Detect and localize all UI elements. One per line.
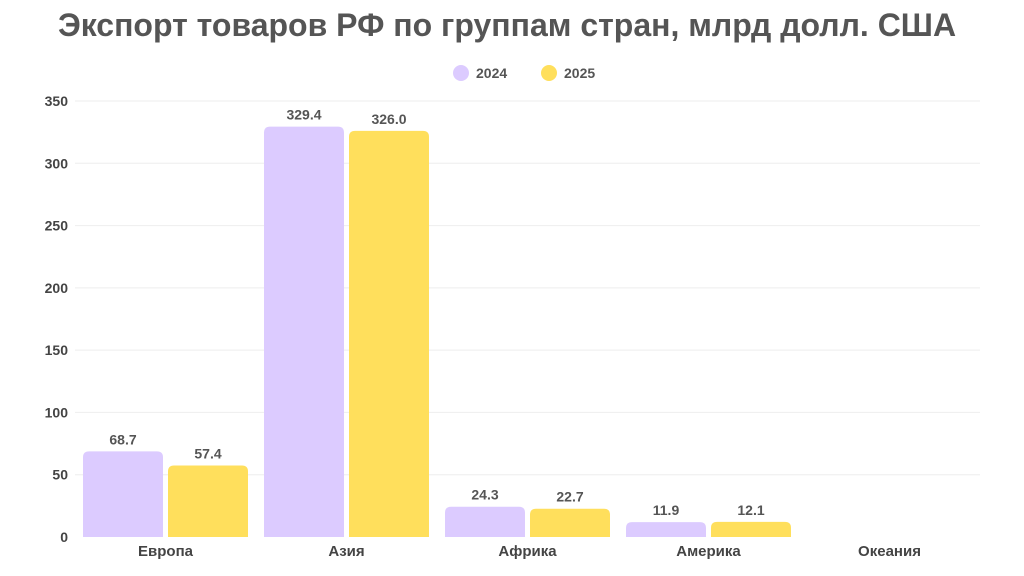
- y-tick-label: 350: [45, 93, 69, 109]
- bar-2024-2: [445, 506, 525, 537]
- data-label: 11.9: [653, 502, 680, 518]
- data-labels: 68.7 57.4 329.4 326.0 24.3 22.7 11.9 12.1: [109, 107, 764, 519]
- legend[interactable]: 2024 2025: [453, 65, 595, 81]
- y-tick-label: 0: [60, 529, 68, 545]
- y-tick-label: 100: [45, 404, 69, 420]
- bar-2025-3: [711, 521, 791, 537]
- x-category-label: Европа: [138, 543, 194, 560]
- y-tick-label: 200: [45, 280, 69, 296]
- x-category-label: Африка: [498, 543, 557, 560]
- y-tick-label: 300: [45, 155, 69, 171]
- y-tick-label: 150: [45, 342, 69, 358]
- data-label: 329.4: [286, 107, 321, 123]
- legend-label-2025: 2025: [564, 65, 595, 81]
- legend-swatch-2024: [453, 65, 469, 81]
- bar-2025-2: [530, 508, 610, 537]
- gridlines: [75, 100, 980, 476]
- x-category-label: Азия: [328, 543, 364, 560]
- chart-title: Экспорт товаров РФ по группам стран, млр…: [58, 7, 956, 43]
- bars: [83, 126, 791, 537]
- y-tick-label: 250: [45, 218, 69, 234]
- bar-2024-0: [83, 451, 163, 537]
- bar-2025-1: [349, 130, 429, 537]
- y-tick-label: 50: [52, 467, 68, 483]
- x-category-label: Америка: [676, 543, 741, 560]
- x-axis-categories: Европа Азия Африка Америка Океания: [138, 543, 921, 560]
- data-label: 22.7: [556, 489, 583, 505]
- bar-2024-3: [626, 522, 706, 537]
- legend-label-2024: 2024: [476, 65, 507, 81]
- x-category-label: Океания: [858, 543, 921, 560]
- data-label: 12.1: [737, 502, 764, 518]
- data-label: 68.7: [109, 431, 136, 447]
- data-label: 326.0: [371, 111, 406, 127]
- legend-swatch-2025: [541, 65, 557, 81]
- bar-2025-0: [168, 465, 248, 537]
- y-axis-ticks: 0 50 100 150 200 250 300 350: [45, 93, 69, 545]
- bar-2024-1: [264, 126, 344, 537]
- data-label: 57.4: [194, 445, 221, 461]
- data-label: 24.3: [471, 487, 498, 503]
